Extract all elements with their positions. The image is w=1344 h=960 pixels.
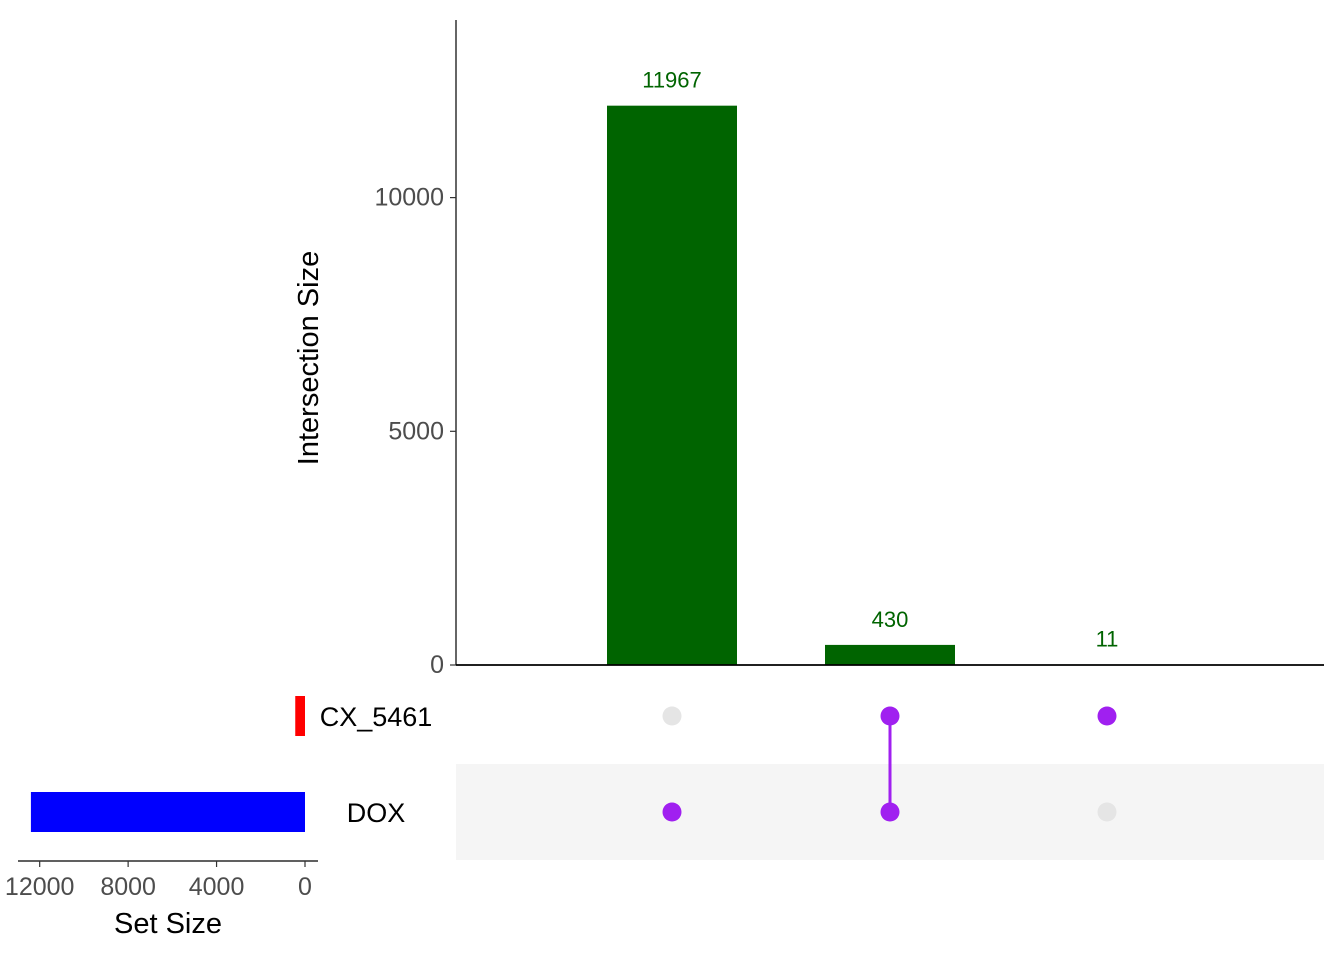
matrix-dot-inactive <box>662 706 682 726</box>
intersection-bar-label: 11967 <box>642 68 702 93</box>
set-size-axis: 12000 8000 4000 0 <box>5 860 318 901</box>
intersection-bar <box>825 644 955 665</box>
set-label-dox: DOX <box>347 798 406 828</box>
matrix-dot-active <box>662 802 682 822</box>
intersection-size-axis: 0 5000 10000 <box>374 20 1324 679</box>
y-tick-label: 10000 <box>374 184 444 212</box>
matrix-dot-inactive <box>1097 802 1117 822</box>
intersection-bar-label: 430 <box>872 607 909 632</box>
set-size-bar-dox <box>30 792 306 832</box>
set-size-tick-label: 12000 <box>5 873 75 901</box>
intersection-size-axis-title: Intersection Size <box>293 251 325 465</box>
y-tick-label: 5000 <box>388 417 444 445</box>
set-size-bar-cx_5461 <box>295 696 305 736</box>
intersection-bar <box>607 105 737 665</box>
intersection-bar-label: 11 <box>1096 626 1119 651</box>
set-size-axis-title: Set Size <box>114 908 222 940</box>
set-size-bars <box>30 696 306 832</box>
intersection-matrix: CX_5461 DOX <box>320 702 1117 828</box>
y-tick-label: 0 <box>430 651 444 679</box>
set-size-tick-label: 4000 <box>189 873 245 901</box>
intersection-bars: 11967 430 11 <box>607 68 1172 665</box>
set-label-cx_5461: CX_5461 <box>320 702 433 732</box>
set-size-tick-label: 8000 <box>100 873 156 901</box>
matrix-dot-active <box>1097 706 1117 726</box>
matrix-dot-active <box>880 706 900 726</box>
matrix-dot-active <box>880 802 900 822</box>
set-size-tick-label: 0 <box>298 873 312 901</box>
